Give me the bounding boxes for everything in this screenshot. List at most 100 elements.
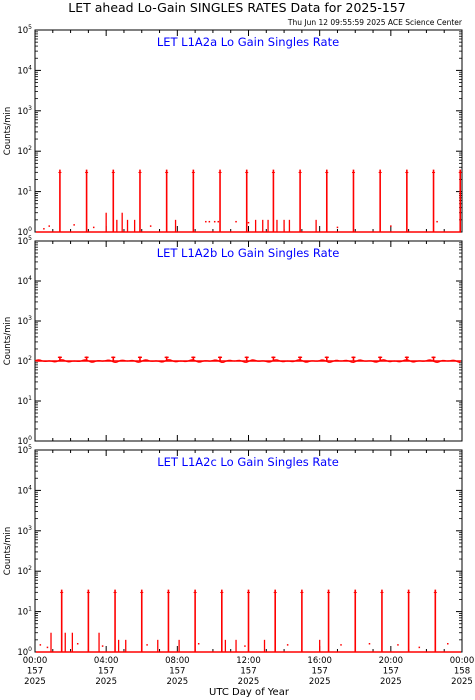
y-tick-label: 105 xyxy=(17,24,32,36)
x-tick-label: 2025 xyxy=(167,677,189,687)
x-tick-label: 2025 xyxy=(380,677,402,687)
x-tick-label: 00:00 xyxy=(23,656,48,666)
y-tick-exponent: 3 xyxy=(28,105,32,112)
x-tick-label: 04:00 xyxy=(94,656,119,666)
y-tick-label: 104 xyxy=(17,484,32,496)
panel-title: LET L1A2b Lo Gain Singles Rate xyxy=(157,246,340,260)
x-tick-label: 157 xyxy=(312,667,328,677)
x-axis-label: UTC Day of Year xyxy=(209,687,290,698)
y-tick-exponent: 5 xyxy=(28,24,32,31)
x-tick-label: 157 xyxy=(240,667,256,677)
y-tick-exponent: 4 xyxy=(28,484,32,491)
data-point xyxy=(213,220,216,223)
y-tick-exponent: 0 xyxy=(28,646,32,653)
data-point xyxy=(286,644,289,646)
data-point xyxy=(76,643,79,645)
y-tick-exponent: 5 xyxy=(28,235,32,242)
x-tick-label: 157 xyxy=(169,667,185,677)
plot-frame xyxy=(34,240,463,442)
data-point xyxy=(436,220,438,223)
data-point xyxy=(197,643,200,645)
timestamp: Thu Jun 12 09:55:59 2025 ACE Science Cen… xyxy=(287,18,463,27)
data-point xyxy=(235,220,237,223)
x-tick-label: 12:00 xyxy=(236,656,261,666)
y-tick-label: 102 xyxy=(17,145,32,157)
x-tick-label: 16:00 xyxy=(307,656,332,666)
y-tick-label: 104 xyxy=(17,64,32,76)
data-point xyxy=(205,220,207,223)
plot-frame xyxy=(34,29,463,233)
y-tick-label: 103 xyxy=(17,105,32,117)
data-point xyxy=(146,644,148,646)
y-axis-label: Counts/min xyxy=(3,527,13,576)
x-tick-label: 157 xyxy=(98,667,114,677)
y-tick-exponent: 0 xyxy=(28,226,32,233)
x-tick-label: 20:00 xyxy=(379,656,404,666)
y-tick-label: 103 xyxy=(17,525,32,537)
data-point xyxy=(43,228,45,230)
data-point xyxy=(390,225,392,227)
y-tick-label: 104 xyxy=(17,275,32,287)
y-tick-exponent: 1 xyxy=(28,186,32,193)
data-point xyxy=(101,645,104,647)
y-tick-exponent: 2 xyxy=(28,145,32,152)
panel-title: LET L1A2c Lo Gain Singles Rate xyxy=(157,455,339,469)
y-axis-label: Counts/min xyxy=(3,317,13,366)
y-tick-exponent: 5 xyxy=(28,444,32,451)
data-point xyxy=(340,644,342,646)
data-point xyxy=(208,220,211,223)
data-point xyxy=(48,225,50,227)
data-trace xyxy=(34,356,461,364)
y-tick-exponent: 3 xyxy=(28,315,32,322)
x-tick-label: 157 xyxy=(27,667,43,677)
y-tick-label: 101 xyxy=(17,395,32,407)
y-tick-exponent: 2 xyxy=(28,565,32,572)
data-point xyxy=(418,646,421,649)
y-tick-exponent: 2 xyxy=(28,355,32,362)
data-point xyxy=(149,225,152,227)
data-trace xyxy=(36,169,462,233)
data-point xyxy=(39,644,42,646)
x-tick-label: 2025 xyxy=(238,677,260,687)
series-line xyxy=(34,359,461,364)
data-point xyxy=(73,224,75,226)
y-tick-exponent: 4 xyxy=(28,275,32,282)
x-tick-label: 2025 xyxy=(95,677,117,687)
y-tick-label: 102 xyxy=(17,355,32,367)
data-point xyxy=(217,220,220,223)
x-tick-label: 00:00 xyxy=(450,656,475,666)
y-tick-label: 102 xyxy=(17,565,32,577)
y-tick-label: 101 xyxy=(17,606,32,618)
x-tick-label: 2025 xyxy=(309,677,331,687)
y-tick-exponent: 4 xyxy=(28,64,32,71)
x-tick-label: 157 xyxy=(383,667,399,677)
panel-title: LET L1A2a Lo Gain Singles Rate xyxy=(157,35,339,49)
data-point xyxy=(368,643,371,645)
data-point xyxy=(244,645,246,647)
y-axis-label: Counts/min xyxy=(3,107,13,156)
data-trace xyxy=(36,589,461,653)
data-point xyxy=(46,646,49,649)
y-tick-label: 105 xyxy=(17,235,32,247)
x-tick-label: 2025 xyxy=(451,677,473,687)
x-tick-labels: 00:00157202504:00157202508:00157202512:0… xyxy=(23,656,475,687)
x-tick-label: 2025 xyxy=(24,677,46,687)
data-point xyxy=(397,644,399,646)
figure-title: LET ahead Lo-Gain SINGLES RATES Data for… xyxy=(68,0,405,15)
data-point xyxy=(247,221,250,224)
y-tick-label: 105 xyxy=(17,444,32,456)
x-tick-label: 158 xyxy=(454,667,470,677)
y-tick-exponent: 3 xyxy=(28,525,32,532)
y-tick-exponent: 1 xyxy=(28,395,32,402)
y-tick-exponent: 1 xyxy=(28,606,32,613)
data-point xyxy=(92,226,95,229)
data-point xyxy=(336,226,339,229)
y-tick-exponent: 0 xyxy=(28,435,32,442)
y-tick-label: 101 xyxy=(17,186,32,198)
y-tick-label: 103 xyxy=(17,315,32,327)
